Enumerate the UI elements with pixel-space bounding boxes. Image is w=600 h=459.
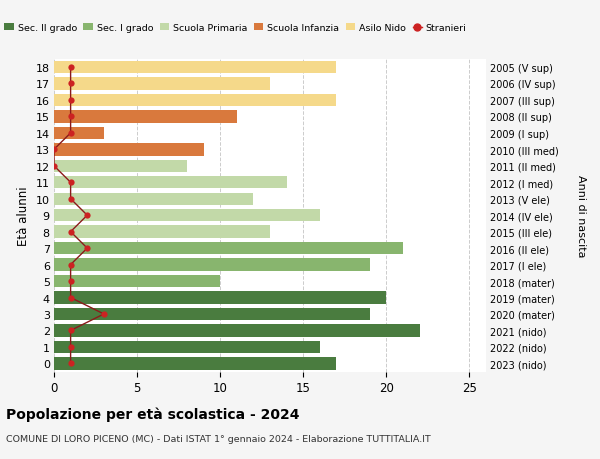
Bar [54, 275, 220, 288]
Bar [54, 210, 320, 222]
Bar [54, 323, 486, 339]
Bar [54, 355, 486, 372]
Bar [54, 306, 486, 323]
Bar [54, 175, 486, 191]
Y-axis label: Anni di nascita: Anni di nascita [575, 174, 586, 257]
Text: COMUNE DI LORO PICENO (MC) - Dati ISTAT 1° gennaio 2024 - Elaborazione TUTTITALI: COMUNE DI LORO PICENO (MC) - Dati ISTAT … [6, 434, 431, 443]
Bar [54, 125, 486, 142]
Bar [54, 109, 486, 125]
Y-axis label: Età alunni: Età alunni [17, 186, 30, 246]
Bar [54, 177, 287, 189]
Bar [54, 191, 486, 207]
Bar [54, 358, 337, 370]
Bar [54, 111, 237, 123]
Bar [54, 325, 419, 337]
Bar [54, 308, 370, 320]
Bar [54, 95, 337, 107]
Bar [54, 290, 486, 306]
Bar [54, 242, 403, 255]
Bar [54, 160, 187, 173]
Bar [54, 226, 270, 238]
Bar [54, 60, 486, 76]
Bar [54, 257, 486, 273]
Bar [54, 76, 486, 93]
Bar [54, 142, 486, 158]
Bar [54, 292, 386, 304]
Bar [54, 273, 486, 290]
Bar [54, 78, 270, 90]
Bar [54, 259, 370, 271]
Bar [54, 128, 104, 140]
Bar [54, 93, 486, 109]
Bar [54, 144, 203, 156]
Bar [54, 62, 337, 74]
Bar [54, 193, 253, 206]
Text: Popolazione per età scolastica - 2024: Popolazione per età scolastica - 2024 [6, 406, 299, 421]
Bar [54, 207, 486, 224]
Bar [54, 224, 486, 241]
Bar [54, 339, 486, 355]
Legend: Sec. II grado, Sec. I grado, Scuola Primaria, Scuola Infanzia, Asilo Nido, Stran: Sec. II grado, Sec. I grado, Scuola Prim… [4, 24, 467, 33]
Bar [54, 241, 486, 257]
Bar [54, 341, 320, 353]
Bar [54, 158, 486, 175]
